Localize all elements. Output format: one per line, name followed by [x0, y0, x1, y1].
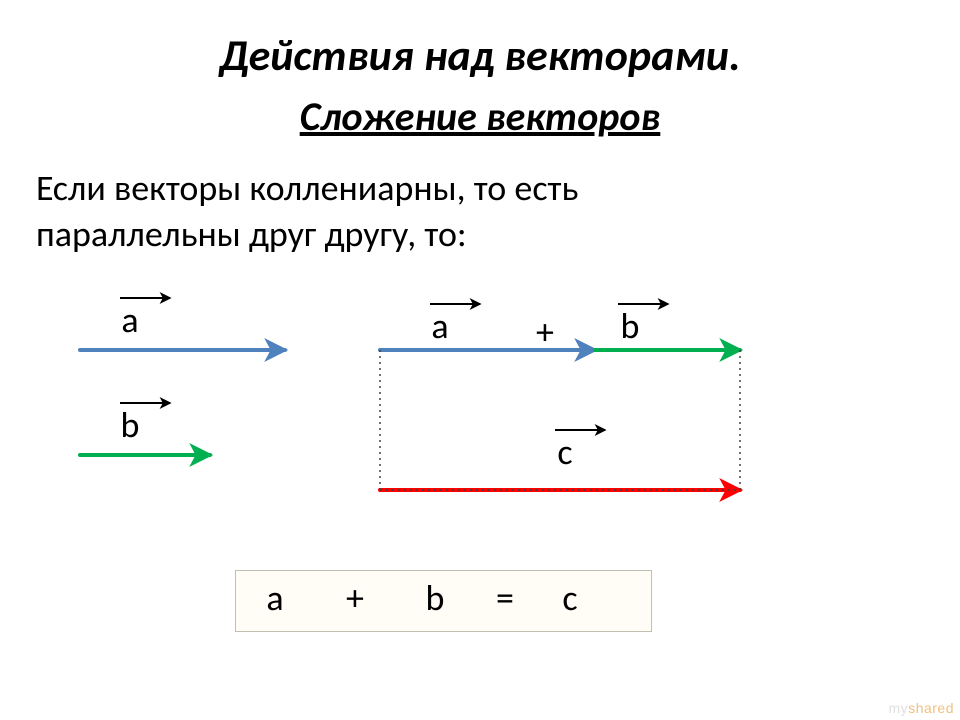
watermark: myshared: [889, 700, 954, 716]
vector-a-label-left: a: [110, 298, 150, 342]
formula-vec-b: b: [415, 576, 455, 620]
vector-b-label-right: b: [610, 304, 650, 348]
vector-a-label-right: a: [420, 304, 460, 348]
plus-label: +: [525, 310, 565, 354]
vector-c-label: c: [545, 430, 585, 474]
watermark-shared: shared: [908, 700, 954, 716]
vector-b-label-left: b: [110, 403, 150, 447]
formula-op: =: [485, 576, 525, 620]
formula-op: +: [335, 576, 375, 620]
watermark-my: my: [889, 700, 909, 716]
slide: { "title": { "text": "Действия над векто…: [0, 0, 960, 720]
formula-vec-a: a: [255, 576, 295, 620]
formula-vec-c: c: [550, 576, 590, 620]
